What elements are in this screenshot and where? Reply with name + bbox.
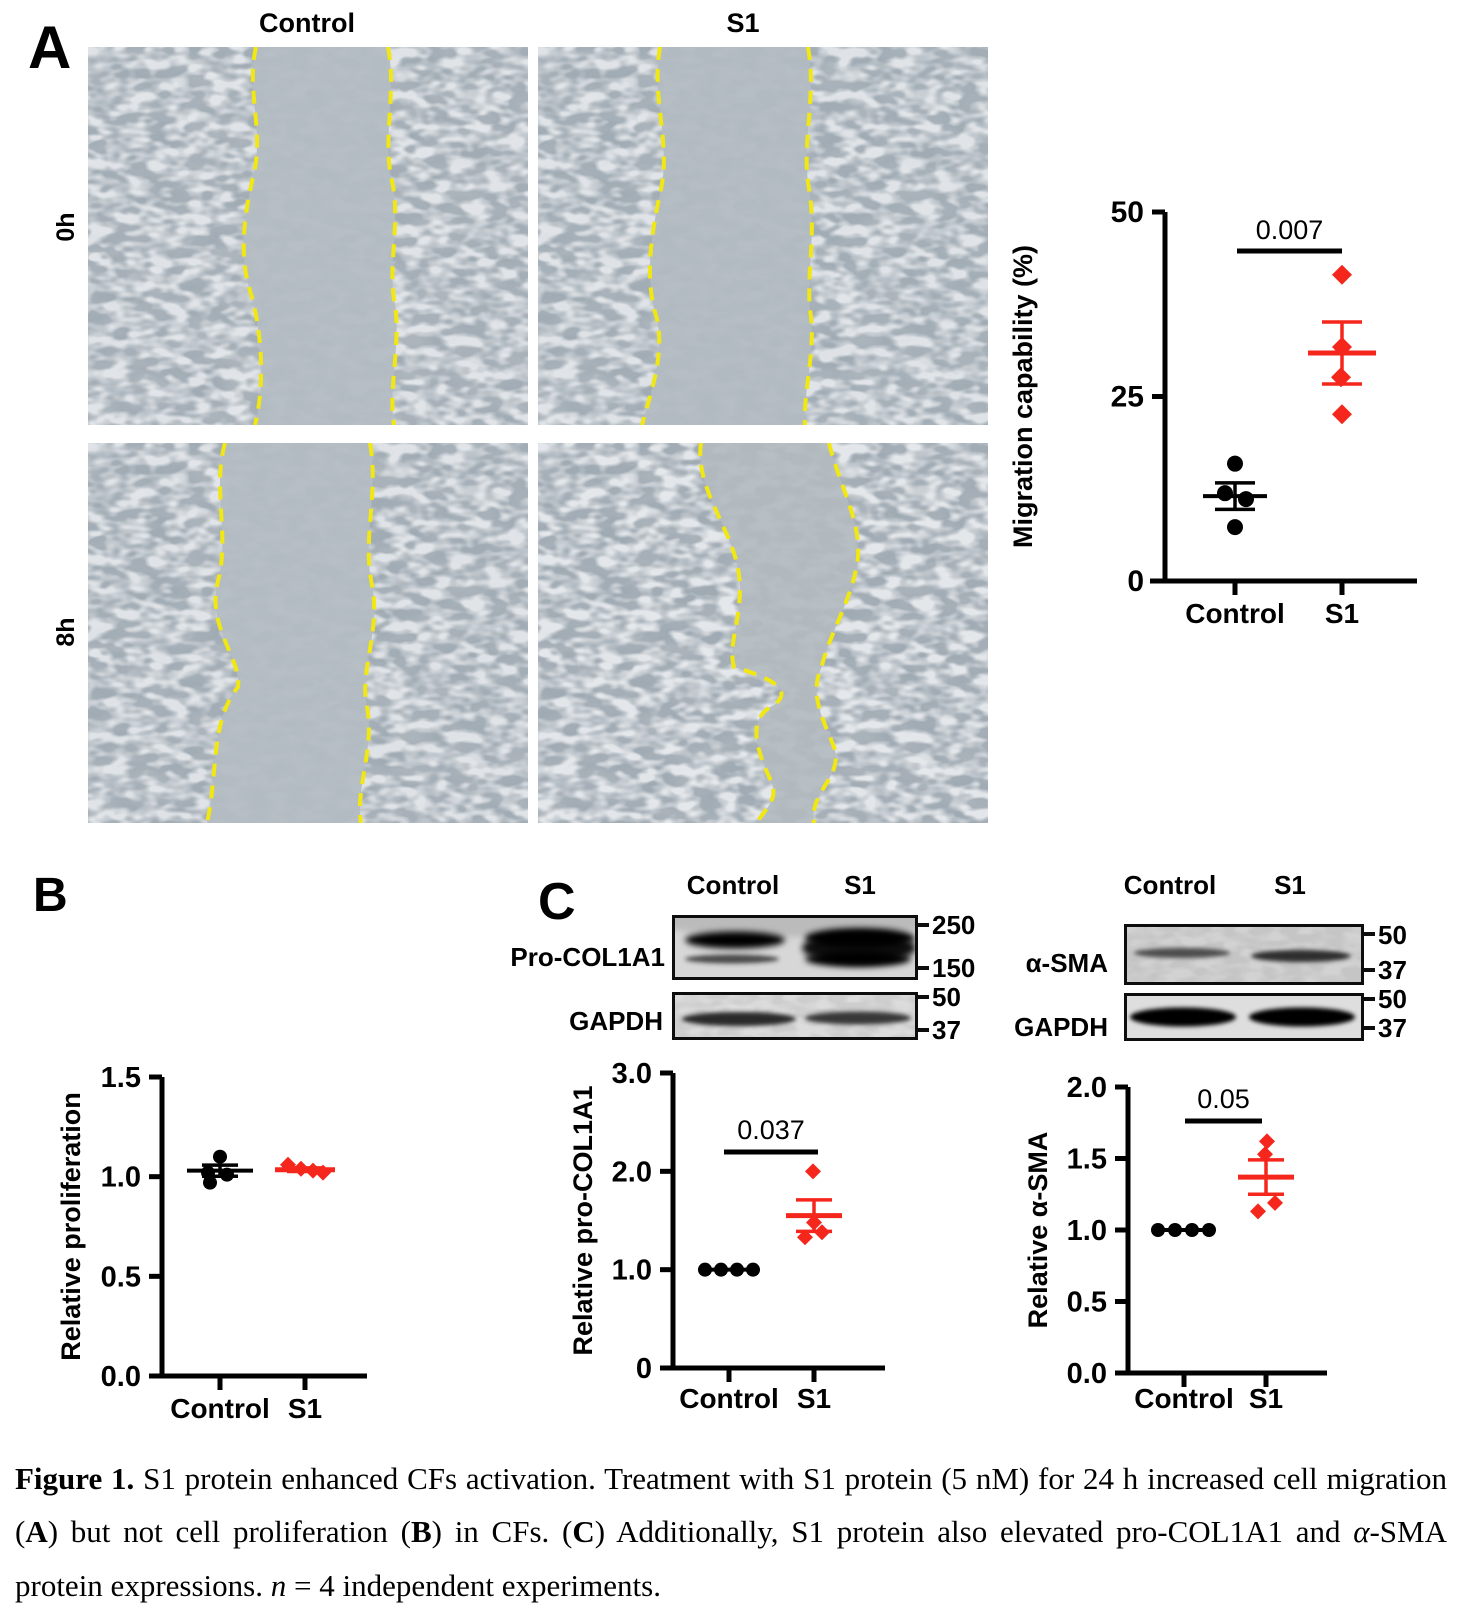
panel-a-label: A xyxy=(28,14,72,81)
svg-text:25: 25 xyxy=(1111,381,1144,414)
blot-label-gapdh-right: GAPDH xyxy=(1014,1012,1108,1042)
proliferation-chart-svg: 0.0 0.5 1.0 1.5 Control S1 Relative proliferat… xyxy=(56,1062,367,1424)
blot-gapdh-left xyxy=(672,992,918,1040)
caption-segment: α xyxy=(1353,1514,1370,1550)
marker-tick xyxy=(918,923,929,927)
marker-50-gapdh-right: 50 xyxy=(1378,984,1407,1014)
caption-segment: A xyxy=(25,1514,48,1550)
migration-chart: 0 25 50 Control S1 Migration capability (%) 0.… xyxy=(980,175,1450,655)
svg-text:1.0: 1.0 xyxy=(101,1162,141,1194)
svg-text:0.007: 0.007 xyxy=(1256,215,1324,245)
svg-text:Relative proliferation: Relative proliferation xyxy=(56,1092,86,1361)
micrograph-control-0h xyxy=(88,46,528,426)
svg-text:S1: S1 xyxy=(797,1383,831,1414)
svg-text:2.0: 2.0 xyxy=(1067,1072,1107,1104)
figure-caption: Figure 1. S1 protein enhanced CFs activa… xyxy=(15,1452,1447,1608)
marker-150: 150 xyxy=(932,953,976,983)
svg-text:Control: Control xyxy=(1134,1383,1234,1414)
panel-c-label: C xyxy=(538,873,576,931)
svg-text:Control: Control xyxy=(679,1383,779,1414)
marker-250: 250 xyxy=(932,910,976,940)
svg-text:Relative pro-COL1A1: Relative pro-COL1A1 xyxy=(568,1085,598,1355)
marker-50-sma: 50 xyxy=(1378,920,1407,950)
caption-segment: ) but not cell proliferation ( xyxy=(47,1514,411,1550)
blot-pro-col1a1 xyxy=(650,905,940,980)
svg-text:0.5: 0.5 xyxy=(1067,1287,1107,1319)
marker-37-gapdh-right: 37 xyxy=(1378,1013,1407,1043)
caption-segment: ) Additionally, S1 protein also elevated… xyxy=(594,1514,1354,1550)
svg-text:0: 0 xyxy=(1127,565,1144,598)
marker-37-sma: 37 xyxy=(1378,955,1407,985)
marker-37-left: 37 xyxy=(932,1015,961,1045)
svg-text:0.037: 0.037 xyxy=(737,1115,805,1145)
svg-text:S1: S1 xyxy=(1325,598,1359,629)
svg-text:Relative α-SMA: Relative α-SMA xyxy=(1023,1132,1053,1329)
blot-left-header-control: Control xyxy=(686,870,780,900)
blot-alpha-sma xyxy=(1124,924,1364,985)
blot-right-header-s1: S1 xyxy=(1274,870,1306,900)
alpha-sma-chart: 0.0 0.5 1.0 1.5 2.0 Control S1 Relative α-SMA 0.… xyxy=(995,1035,1435,1475)
marker-tick xyxy=(918,1028,929,1032)
caption-segment: -SMA protein expressions. xyxy=(15,1514,1447,1603)
svg-text:0.0: 0.0 xyxy=(101,1361,141,1393)
blot-label-pro-col1a1: Pro-COL1A1 xyxy=(510,942,665,972)
caption-segment: S1 protein enhanced CFs activation. Trea… xyxy=(15,1461,1448,1550)
panel-a-row-label-0h: 0h xyxy=(51,212,80,242)
marker-tick xyxy=(1364,932,1375,936)
svg-text:0: 0 xyxy=(636,1353,652,1385)
panel-a-row-label-8h: 8h xyxy=(51,617,80,647)
svg-text:3.0: 3.0 xyxy=(612,1058,652,1090)
proliferation-chart: 0.0 0.5 1.0 1.5 Control S1 Relative proliferat… xyxy=(55,1035,485,1470)
caption-segment: Figure 1. xyxy=(15,1461,144,1496)
svg-text:Control: Control xyxy=(1185,598,1285,629)
svg-text:Control: Control xyxy=(170,1393,270,1424)
blot-label-gapdh-left: GAPDH xyxy=(569,1006,663,1036)
panel-b-label: B xyxy=(33,869,68,922)
caption-segment: B xyxy=(410,1514,432,1550)
svg-text:2.0: 2.0 xyxy=(612,1156,652,1188)
marker-tick xyxy=(918,995,929,999)
marker-tick xyxy=(1364,997,1375,1001)
caption-segment: n xyxy=(270,1567,287,1603)
blot-left-header-s1: S1 xyxy=(844,870,876,900)
svg-text:1.0: 1.0 xyxy=(1067,1215,1107,1247)
svg-text:0.05: 0.05 xyxy=(1197,1084,1250,1114)
blot-label-alpha-sma: α-SMA xyxy=(1025,948,1108,978)
micrograph-s1-0h xyxy=(538,46,988,426)
marker-tick xyxy=(918,966,929,970)
alpha-sma-chart-svg: 0.0 0.5 1.0 1.5 2.0 Control S1 Relative α-SMA 0.… xyxy=(1023,1072,1327,1414)
svg-text:S1: S1 xyxy=(1249,1383,1283,1414)
caption-segment: = 4 independent experiments. xyxy=(286,1567,661,1603)
marker-tick xyxy=(1364,1026,1375,1030)
svg-text:50: 50 xyxy=(1111,196,1144,229)
svg-text:1.5: 1.5 xyxy=(101,1062,141,1094)
micrograph-s1-8h xyxy=(538,442,988,824)
marker-tick xyxy=(1364,968,1375,972)
caption-segment: C xyxy=(572,1514,595,1550)
svg-text:S1: S1 xyxy=(288,1393,322,1424)
migration-chart-svg: 0 25 50 Control S1 Migration capability (%) 0.… xyxy=(1008,196,1417,629)
svg-text:Migration capability (%): Migration capability (%) xyxy=(1008,245,1038,548)
pro-col1a1-chart-svg: 0 1.0 2.0 3.0 Control S1 Relative pro-COL1A1 0.… xyxy=(568,1058,885,1414)
pro-col1a1-chart: 0 1.0 2.0 3.0 Control S1 Relative pro-COL1A1 0.… xyxy=(555,1035,985,1475)
svg-text:1.5: 1.5 xyxy=(1067,1144,1107,1176)
panel-a-header-control: Control xyxy=(259,8,355,38)
marker-50-left: 50 xyxy=(932,982,961,1012)
panel-a-header-s1: S1 xyxy=(726,8,760,38)
svg-text:0.5: 0.5 xyxy=(101,1261,141,1293)
blot-gapdh-right xyxy=(1124,993,1364,1041)
blot-right-header-control: Control xyxy=(1123,870,1217,900)
svg-text:1.0: 1.0 xyxy=(612,1255,652,1287)
svg-text:0.0: 0.0 xyxy=(1067,1358,1107,1390)
caption-segment: ) in CFs. ( xyxy=(431,1514,573,1550)
micrograph-control-8h xyxy=(88,442,528,824)
